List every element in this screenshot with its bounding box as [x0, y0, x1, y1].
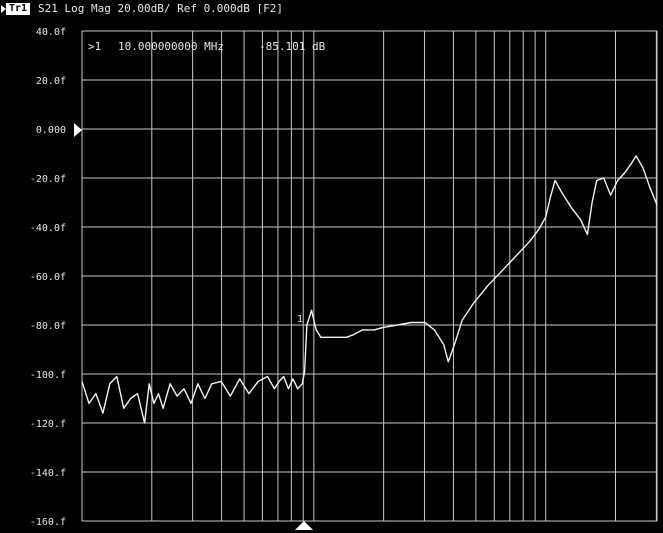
- marker-1-label[interactable]: 1: [297, 314, 303, 325]
- y-tick-label: -20.0f: [30, 174, 66, 185]
- trace-setup-label[interactable]: S21 Log Mag 20.00dB/ Ref 0.000dB [F2]: [38, 2, 284, 15]
- s21-trace-line: [81, 155, 658, 424]
- y-tick-label: 0.000: [36, 125, 66, 136]
- plot-grid: [81, 30, 658, 522]
- y-tick-label: -40.0f: [30, 223, 66, 234]
- y-tick-label: -120.f: [30, 419, 66, 430]
- y-tick-label: -100.f: [30, 370, 66, 381]
- marker-value: -85.101 dB: [259, 40, 326, 53]
- reference-level-marker[interactable]: [74, 123, 82, 137]
- y-tick-label: -80.0f: [30, 321, 66, 332]
- y-axis-tick-labels: 40.0f 20.0f 0.000 -20.0f -40.0f -60.0f -80.0f -…: [30, 27, 66, 528]
- trace-layer: [81, 155, 658, 424]
- stimulus-position-marker[interactable]: [295, 521, 313, 530]
- marker-index: >1: [88, 40, 101, 53]
- y-tick-label: 20.0f: [36, 76, 66, 87]
- y-tick-label: -160.f: [30, 517, 66, 528]
- y-tick-label: -60.0f: [30, 272, 66, 283]
- y-tick-label: -140.f: [30, 468, 66, 479]
- trace-header: Tr1 S21 Log Mag 20.00dB/ Ref 0.000dB [F2…: [0, 0, 663, 18]
- active-trace-badge[interactable]: Tr1: [0, 3, 31, 15]
- marker-frequency: 10.000000000 MHz: [118, 40, 224, 53]
- y-tick-label: 40.0f: [36, 27, 66, 38]
